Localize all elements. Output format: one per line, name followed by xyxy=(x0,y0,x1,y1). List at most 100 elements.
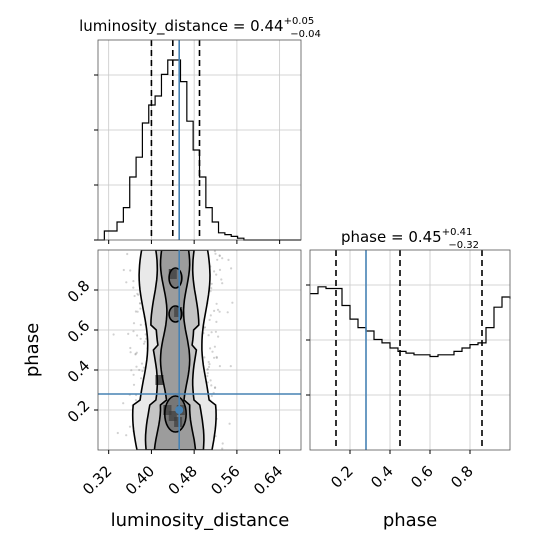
hist1-title-sup: +0.05 xyxy=(284,16,315,27)
luminosity-phase-density: 0.32 0.40 0.48 0.56 0.64 0.2 0.4 0.6 0.8 lumino… xyxy=(22,249,302,531)
density-scatter-point xyxy=(138,368,141,372)
density-scatter-point xyxy=(140,377,143,380)
density-xlabel: luminosity_distance xyxy=(111,510,290,531)
density-scatter-point xyxy=(216,308,220,311)
hist2-title: phase = 0.45+0.41 −0.32 xyxy=(341,227,479,251)
density-xtick-label-2: 0.48 xyxy=(165,462,201,498)
density-scatter-point xyxy=(140,362,144,365)
density-scatter-point xyxy=(207,365,211,368)
density-scatter-point xyxy=(218,310,221,313)
density-scatter-point xyxy=(125,281,128,284)
density-scatter-point xyxy=(127,332,130,335)
density-scatter-point xyxy=(228,422,231,425)
density-scatter-point xyxy=(206,381,209,384)
hist2-xtick-label-3: 0.8 xyxy=(447,462,477,492)
density-scatter-point xyxy=(210,394,213,398)
density-scatter-point xyxy=(211,350,214,353)
density-scatter-point xyxy=(126,252,129,256)
density-scatter-point xyxy=(122,268,125,272)
phase-histogram: 0.2 0.4 0.6 0.8 phase = 0.45+0.41 −0.32 phas… xyxy=(306,227,511,531)
hist2-title-sup: +0.41 xyxy=(442,227,473,238)
density-scatter-point xyxy=(132,280,135,283)
hist2-background xyxy=(310,250,510,450)
density-scatter-point xyxy=(227,258,230,261)
density-scatter-point xyxy=(218,254,221,257)
density-frame xyxy=(97,249,302,451)
density-scatter-point xyxy=(221,442,224,445)
density-contour-mid-line xyxy=(144,250,205,450)
density-scatter-point xyxy=(210,331,213,334)
density-scatter-point xyxy=(220,278,223,281)
density-scatter-point xyxy=(144,333,147,336)
hist2-frame xyxy=(309,249,511,451)
density-plot-area xyxy=(112,250,234,450)
density-scatter-point xyxy=(134,352,137,355)
density-ytick-label-0: 0.2 xyxy=(64,397,94,427)
density-scatter-point xyxy=(230,267,233,270)
density-x-ticks: 0.32 0.40 0.48 0.56 0.64 xyxy=(79,450,286,498)
density-contour-inner-line xyxy=(153,250,197,450)
density-scatter-point xyxy=(135,351,138,354)
density-scatter-point xyxy=(203,356,206,359)
hist1-y-ticks xyxy=(94,74,98,241)
density-xtick-label-1: 0.40 xyxy=(122,462,158,498)
density-contour-outer-line xyxy=(131,250,217,450)
density-scatter-point xyxy=(116,431,119,435)
density-scatter-point xyxy=(133,294,136,298)
hist1-quantile-lines xyxy=(150,40,201,240)
density-scatter-point xyxy=(125,434,128,437)
density-scatter-point xyxy=(207,334,210,337)
density-ytick-label-2: 0.6 xyxy=(64,317,94,347)
density-scatter-point xyxy=(112,333,115,336)
density-scatter-point xyxy=(134,399,137,402)
density-scatter-point xyxy=(218,365,221,368)
density-y-ticks: 0.2 0.4 0.6 0.8 xyxy=(64,277,98,427)
density-scatter-point xyxy=(221,282,224,285)
density-scatter-point xyxy=(138,302,142,305)
density-scatter-point xyxy=(215,320,218,323)
density-scatter-point xyxy=(215,273,218,276)
density-scatter-point xyxy=(209,290,212,293)
density-scatter-point xyxy=(134,353,137,356)
density-scatter-point xyxy=(134,310,137,313)
density-scatter-point xyxy=(209,314,212,317)
density-ylabel: phase xyxy=(22,323,43,377)
density-ytick-label-1: 0.4 xyxy=(64,357,94,387)
hist1-frame xyxy=(97,39,302,241)
density-contour-inner-fill xyxy=(154,250,196,450)
density-scatter-point xyxy=(132,322,136,325)
density-xtick-label-3: 0.56 xyxy=(207,462,243,498)
density-scatter-point xyxy=(132,286,135,289)
density-scatter-point xyxy=(136,310,139,313)
density-scatter-point xyxy=(208,318,211,321)
density-scatter-point xyxy=(142,366,146,369)
hist2-grid xyxy=(310,250,510,450)
hist2-y-ticks xyxy=(306,284,310,396)
density-block-6 xyxy=(155,375,164,385)
density-scatter-point xyxy=(139,302,142,305)
hist2-x-ticks: 0.2 0.4 0.6 0.8 xyxy=(327,450,477,492)
density-scatter-point xyxy=(214,386,217,389)
density-scatter-point xyxy=(214,252,217,255)
density-scatter-point xyxy=(207,360,210,364)
density-scatter-point xyxy=(209,347,212,350)
density-scatter-point xyxy=(139,307,142,310)
density-scatter-point xyxy=(216,258,219,261)
density-scatter-point xyxy=(215,355,218,359)
density-scatter-point xyxy=(137,293,140,296)
hist2-title-main: phase = 0.45 xyxy=(341,228,442,246)
density-scatter-point xyxy=(218,268,222,271)
density-scatter-point xyxy=(142,342,146,345)
density-scatter-point xyxy=(129,346,132,350)
hist1-x-ticks xyxy=(108,240,281,244)
density-scatter-point xyxy=(208,363,211,366)
density-scatter-point xyxy=(215,302,218,305)
density-scatter-point xyxy=(213,386,217,389)
density-scatter-point xyxy=(213,250,216,253)
density-scatter-point xyxy=(213,356,216,359)
density-truth-marker xyxy=(175,406,184,414)
density-scatter-point xyxy=(128,425,132,428)
density-scatter-point xyxy=(129,351,132,354)
density-scatter-point xyxy=(226,311,229,314)
